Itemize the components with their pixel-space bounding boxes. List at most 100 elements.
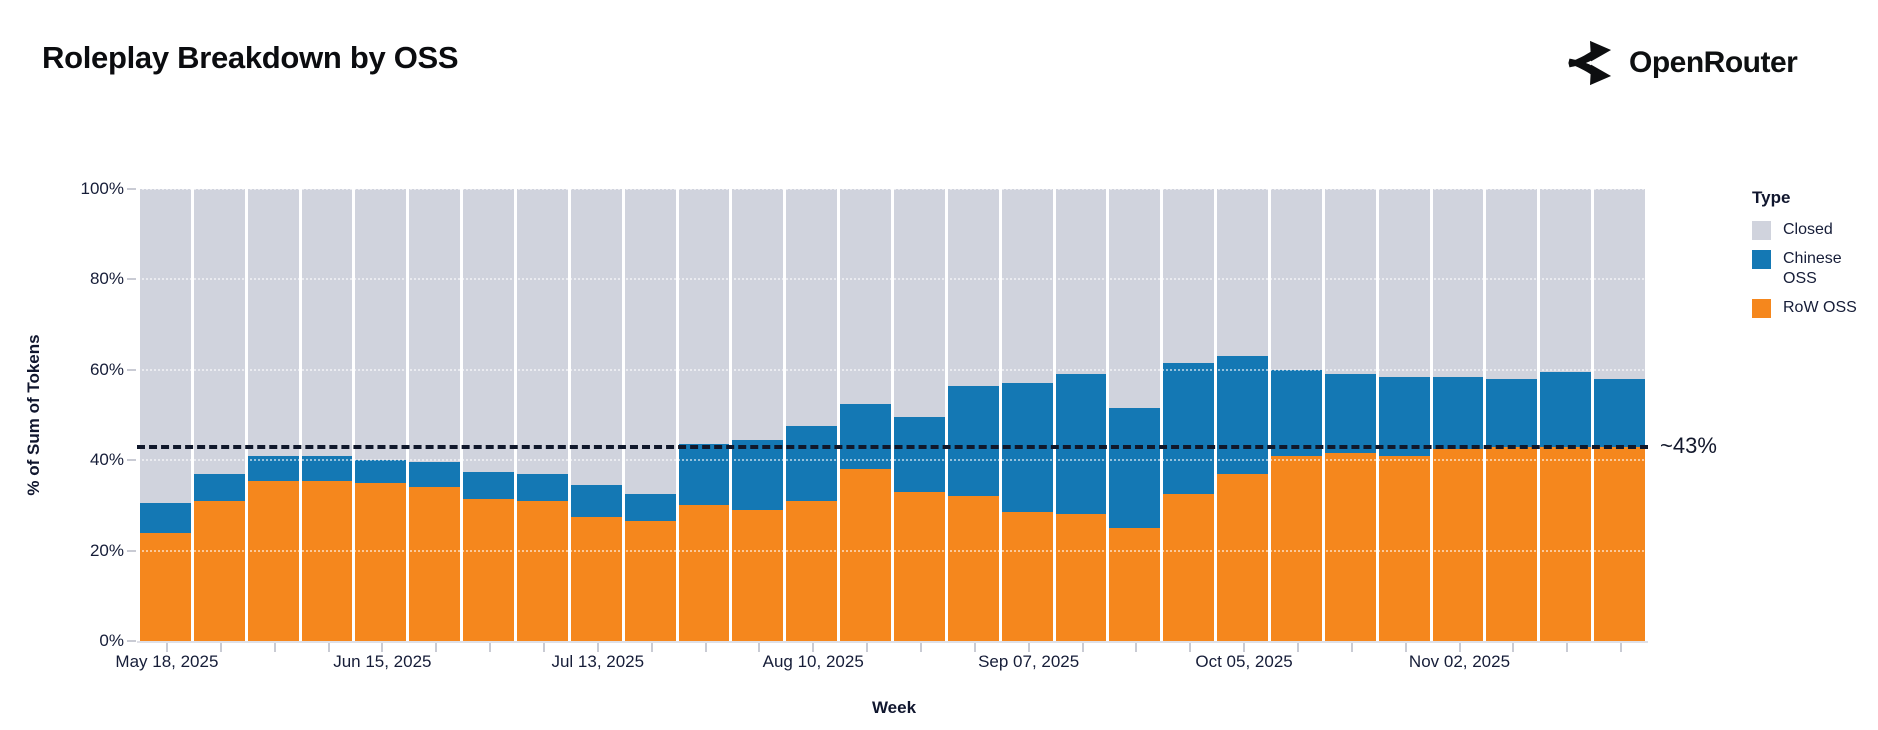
x-tick-label: Sep 07, 2025 xyxy=(978,652,1080,671)
y-tick-mark xyxy=(127,640,136,642)
bar-segment-row-oss xyxy=(894,491,945,641)
page-title: Roleplay Breakdown by OSS xyxy=(42,40,459,75)
bar-segment-row-oss xyxy=(1540,446,1592,641)
bar-segment-chinese-oss xyxy=(1594,378,1645,447)
y-tick-label: 60% xyxy=(89,359,124,379)
x-tick-mark xyxy=(704,643,707,652)
bar-segment-closed xyxy=(1540,189,1592,373)
bar-segment-closed xyxy=(463,189,514,472)
bar-segment-row-oss xyxy=(517,500,568,641)
y-tick-mark xyxy=(127,278,136,281)
bar-segment-row-oss xyxy=(1217,473,1268,641)
bar-segment-chinese-oss xyxy=(355,460,407,483)
bar-column xyxy=(409,189,461,641)
bar-column xyxy=(517,189,568,641)
bar-segment-closed xyxy=(732,189,784,440)
x-tick-mark xyxy=(381,643,384,652)
bar-column xyxy=(247,189,299,641)
x-tick-mark xyxy=(1027,643,1030,652)
bar-segment-chinese-oss xyxy=(570,485,622,517)
legend-label: Closed xyxy=(1783,221,1833,238)
bar-segment-closed xyxy=(570,189,622,486)
bar-segment-chinese-oss xyxy=(1109,408,1161,528)
bar-segment-row-oss xyxy=(732,509,784,641)
bar-segment-chinese-oss xyxy=(140,503,191,533)
bar-column xyxy=(1594,189,1645,641)
bar-segment-closed xyxy=(1432,189,1484,377)
bar-segment-row-oss xyxy=(1378,455,1430,641)
bar-segment-row-oss xyxy=(1001,512,1053,641)
bar-segment-closed xyxy=(1594,189,1645,379)
bar-segment-closed xyxy=(1486,189,1538,379)
bar-segment-closed xyxy=(1109,189,1161,409)
legend: Type Closed Chinese OSS RoW OSS xyxy=(1752,188,1874,318)
bar-segment-chinese-oss xyxy=(1378,376,1430,456)
bar-segment-chinese-oss xyxy=(624,494,676,522)
gridline xyxy=(137,549,1648,552)
bar-segment-closed xyxy=(1163,189,1215,364)
y-tick-mark xyxy=(127,188,136,190)
bar-segment-closed xyxy=(894,189,945,418)
bar-segment-row-oss xyxy=(947,496,999,641)
bar-segment-row-oss xyxy=(624,521,676,641)
bar-segment-closed xyxy=(355,189,407,461)
x-tick-label: Nov 02, 2025 xyxy=(1408,652,1511,671)
x-tick-mark xyxy=(758,643,761,652)
bar-column xyxy=(355,189,407,641)
bar-column xyxy=(1163,189,1215,641)
bar-segment-row-oss xyxy=(1055,514,1107,641)
bar-segment-row-oss xyxy=(247,480,299,641)
y-tick-mark xyxy=(127,368,136,371)
gridline xyxy=(137,459,1648,462)
x-tick-mark xyxy=(812,643,815,652)
bar-column xyxy=(570,189,622,641)
bar-segment-row-oss xyxy=(786,500,838,641)
bar-segment-chinese-oss xyxy=(517,473,568,501)
bar-segment-closed xyxy=(247,189,299,456)
y-tick-label: 0% xyxy=(99,631,124,650)
x-tick-mark xyxy=(542,643,545,652)
x-axis-line xyxy=(137,641,1648,643)
bar-segment-chinese-oss xyxy=(786,426,838,501)
gridline xyxy=(137,368,1648,371)
brand-logo[interactable]: OpenRouter xyxy=(1563,34,1798,92)
bar-segment-chinese-oss xyxy=(1432,376,1484,449)
bar-segment-row-oss xyxy=(1109,527,1161,641)
x-tick-mark xyxy=(919,643,922,652)
bar-segment-chinese-oss xyxy=(409,462,461,488)
legend-label: Chinese OSS xyxy=(1783,250,1842,287)
bar-segment-row-oss xyxy=(1271,455,1322,641)
bar-segment-row-oss xyxy=(840,469,891,641)
bar-segment-row-oss xyxy=(193,500,245,641)
bar-column xyxy=(947,189,999,641)
bar-segment-row-oss xyxy=(570,516,622,641)
bar-segment-closed xyxy=(678,189,730,445)
x-tick-label: Aug 10, 2025 xyxy=(762,652,864,671)
bar-segment-closed xyxy=(409,189,461,463)
x-tick-mark xyxy=(1243,643,1246,652)
legend-swatch xyxy=(1752,299,1771,318)
y-tick-label: 100% xyxy=(80,179,124,198)
bar-segment-chinese-oss xyxy=(1055,374,1107,515)
bar-column xyxy=(463,189,514,641)
legend-item-chinese-oss: Chinese OSS xyxy=(1752,249,1874,289)
bar-segment-closed xyxy=(1324,189,1376,375)
x-tick-label: May 18, 2025 xyxy=(115,652,219,671)
x-tick-mark xyxy=(1296,643,1299,652)
x-tick-mark xyxy=(1404,643,1407,652)
gridline xyxy=(137,188,1648,190)
bar-column xyxy=(894,189,945,641)
bar-segment-row-oss xyxy=(355,482,407,641)
bar-column xyxy=(624,189,676,641)
bar-column xyxy=(1324,189,1376,641)
bar-segment-row-oss xyxy=(1432,448,1484,641)
bar-segment-closed xyxy=(786,189,838,427)
bar-segment-closed xyxy=(1217,189,1268,357)
legend-label: RoW OSS xyxy=(1783,299,1857,316)
bar-column xyxy=(1378,189,1430,641)
x-tick-mark xyxy=(327,643,330,652)
bar-segment-row-oss xyxy=(409,487,461,641)
bar-column xyxy=(732,189,784,641)
bar-column xyxy=(1540,189,1592,641)
x-tick-label: Jun 15, 2025 xyxy=(333,652,432,671)
